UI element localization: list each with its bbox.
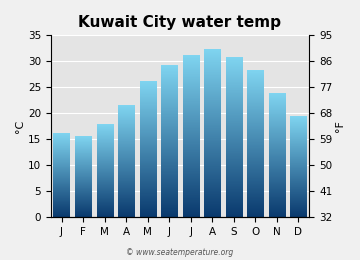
Y-axis label: °F: °F [335, 120, 345, 132]
Text: © www.seatemperature.org: © www.seatemperature.org [126, 248, 234, 257]
Y-axis label: °C: °C [15, 120, 25, 133]
Title: Kuwait City water temp: Kuwait City water temp [78, 15, 282, 30]
